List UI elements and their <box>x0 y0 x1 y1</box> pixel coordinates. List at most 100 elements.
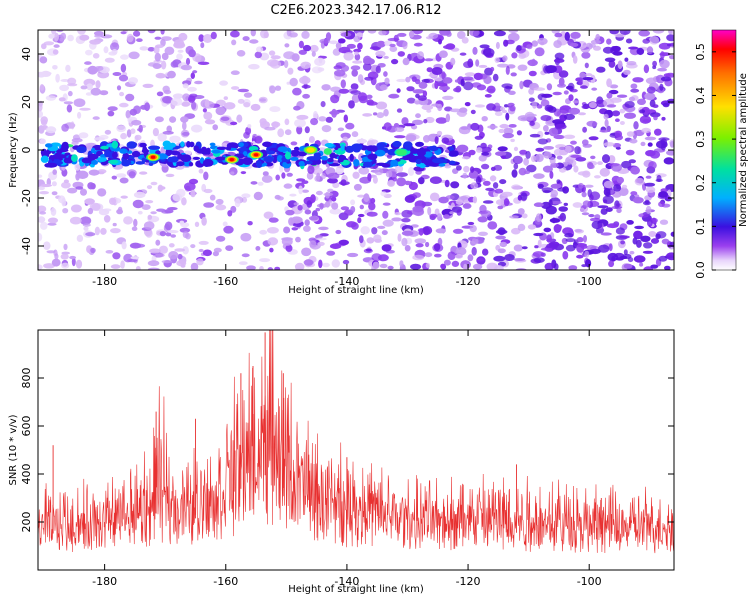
heatmap-cell <box>463 81 474 91</box>
heatmap-cell <box>579 207 585 212</box>
heatmap-cell <box>362 161 373 168</box>
heatmap-cell <box>120 54 129 60</box>
snr-frame <box>37 329 675 571</box>
heatmap-cell <box>132 199 144 209</box>
heatmap-cell <box>209 142 216 147</box>
heatmap-cell <box>329 110 340 115</box>
heatmap-cell <box>259 229 268 235</box>
heatmap-cell <box>644 92 656 101</box>
heatmap-cell <box>126 141 137 149</box>
heatmap-cell <box>521 246 528 250</box>
heatmap-cell <box>103 215 111 223</box>
heatmap-cell <box>67 187 78 194</box>
heatmap-cell <box>471 238 479 245</box>
heatmap-cell <box>445 195 455 200</box>
heatmap-cell <box>549 218 561 223</box>
heatmap-cell <box>45 126 57 134</box>
heatmap-cell <box>451 260 460 267</box>
heatmap-cell <box>467 221 475 226</box>
heatmap-cell <box>652 104 659 108</box>
heatmap-cell <box>572 55 578 64</box>
heatmap-cell <box>196 258 204 266</box>
heatmap-cell <box>242 157 254 165</box>
heatmap-cell <box>625 38 633 44</box>
heatmap-cell <box>329 152 337 159</box>
heatmap-cell <box>485 187 495 191</box>
heatmap-cell <box>152 127 159 137</box>
heatmap-cell <box>533 232 544 237</box>
heatmap-cell <box>82 223 91 227</box>
heatmap-cell <box>401 117 409 126</box>
heatmap-cell <box>147 260 160 267</box>
heatmap-cell <box>615 203 621 207</box>
heatmap-cell <box>164 46 175 55</box>
heatmap-cell <box>570 154 582 158</box>
heatmap-cell <box>277 146 288 153</box>
heatmap-cell <box>633 230 643 240</box>
heatmap-cell <box>570 42 579 47</box>
heatmap-cell <box>99 90 109 96</box>
heatmap-cell <box>541 187 554 193</box>
heatmap-cell <box>558 70 569 78</box>
heatmap-cell <box>183 150 192 156</box>
heatmap-cell <box>337 127 345 132</box>
heatmap-cell <box>325 116 333 123</box>
heatmap-cell <box>95 80 101 89</box>
heatmap-cell <box>148 162 154 166</box>
heatmap-cell <box>347 252 359 258</box>
heatmap-cell <box>390 159 399 167</box>
heatmap-cell <box>61 123 69 132</box>
heatmap-cell <box>372 261 380 269</box>
heatmap-cell <box>497 248 506 254</box>
heatmap-cell <box>449 108 462 113</box>
heatmap-cell <box>489 175 497 182</box>
heatmap-cell <box>588 214 595 218</box>
heatmap-cell <box>342 259 350 265</box>
heatmap-cell <box>253 153 259 157</box>
colorbar-tick-label: 0.3 <box>694 130 707 148</box>
heatmap-cell <box>640 235 651 242</box>
heatmap-cell <box>659 59 670 69</box>
heatmap-cell <box>553 58 565 63</box>
heatmap-cell <box>628 46 639 50</box>
heatmap-cell <box>582 170 591 178</box>
heatmap-cell <box>97 169 107 174</box>
heatmap-cell <box>225 245 234 252</box>
heatmap-cell <box>198 34 205 42</box>
heatmap-cell <box>84 61 92 65</box>
heatmap-cell <box>274 85 282 91</box>
heatmap-cell <box>290 141 298 146</box>
heatmap-cell <box>544 262 554 270</box>
heatmap-cell <box>298 40 304 49</box>
x-tick-label: -160 <box>213 275 238 288</box>
heatmap-cell <box>433 243 441 252</box>
heatmap-cell <box>387 265 394 270</box>
heatmap-cell <box>47 222 57 226</box>
heatmap-cell <box>70 121 75 130</box>
x-tick-label: -140 <box>334 275 359 288</box>
heatmap-cell <box>386 154 393 159</box>
heatmap-cell <box>470 182 479 190</box>
heatmap-cell <box>655 74 666 84</box>
heatmap-cell <box>576 244 585 253</box>
heatmap-cell <box>194 80 203 85</box>
heatmap-cell <box>612 143 622 148</box>
heatmap-cell <box>443 214 450 219</box>
heatmap-cell <box>660 51 665 60</box>
heatmap-cell <box>634 177 645 186</box>
heatmap-cell <box>125 160 132 165</box>
heatmap-cell <box>165 173 175 178</box>
heatmap-cell <box>495 151 507 157</box>
heatmap-cell <box>633 121 639 130</box>
heatmap-cell <box>179 227 191 233</box>
heatmap-cell <box>169 116 177 123</box>
heatmap-cell <box>224 102 236 110</box>
heatmap-cell <box>112 72 122 76</box>
heatmap-cell <box>110 264 121 269</box>
heatmap-cell <box>325 32 332 41</box>
heatmap-cell <box>55 73 60 83</box>
heatmap-cell <box>352 60 363 64</box>
heatmap-cell <box>116 125 127 133</box>
heatmap-cell <box>382 202 391 206</box>
heatmap-cell <box>413 100 423 105</box>
